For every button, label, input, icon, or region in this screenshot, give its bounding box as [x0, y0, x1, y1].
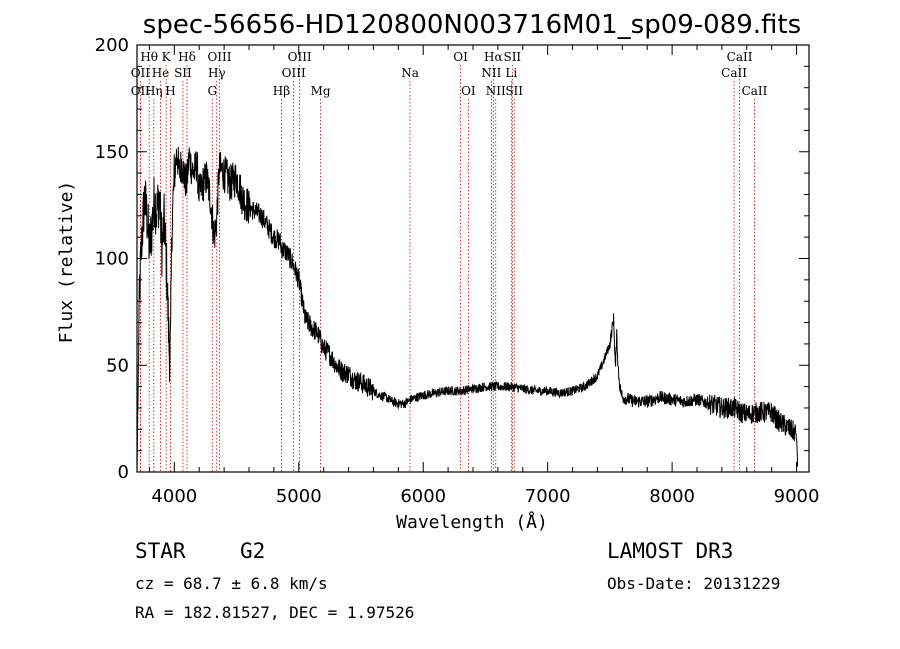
chart-title: spec-56656-HD120800N003716M01_sp09-089.f…: [143, 10, 801, 40]
spectral-line-label: Hη: [145, 84, 163, 98]
object-class: STAR: [135, 539, 186, 563]
x-tick-label: 5000: [276, 486, 322, 507]
spectral-line-label: He: [152, 66, 170, 80]
spectral-line-label: OII: [131, 84, 151, 98]
spectral-line-label: Hβ: [273, 84, 290, 98]
spectral-line-label: Hγ: [208, 66, 226, 80]
spectral-line-label: NII: [486, 84, 506, 98]
spectrum-series-flux: [136, 146, 799, 473]
object-subclass: G2: [240, 539, 266, 563]
ra-dec-coordinates: RA = 182.81527, DEC = 1.97526: [135, 603, 415, 622]
spectral-line-label: Mg: [311, 84, 331, 98]
spectral-line-label: K: [162, 50, 172, 64]
spectral-line-label: CaII: [721, 66, 747, 80]
observation-date: Obs-Date: 20131229: [607, 574, 781, 593]
redshift-cz: cz = 68.7 ± 6.8 km/s: [135, 574, 328, 593]
y-axis-label: Flux (relative): [56, 181, 77, 344]
spectral-line-label: CaII: [727, 50, 753, 64]
spectral-line-label: OIII: [207, 50, 231, 64]
spectral-line-label: H: [165, 84, 175, 98]
spectral-line-label: Hδ: [178, 50, 196, 64]
spectral-line-label: OIII: [282, 66, 306, 80]
x-axis-label: Wavelength (Å): [396, 511, 548, 533]
spectral-line-label: OI: [453, 50, 468, 64]
y-tick-label: 100: [95, 249, 129, 270]
spectral-line-label: NII: [481, 66, 501, 80]
survey-name: LAMOST DR3: [607, 539, 734, 563]
spectral-line-label: OI: [461, 84, 476, 98]
y-tick-label: 150: [95, 142, 129, 163]
axis-ticks: 4000 5000 6000 7000 8000 9000 0 50 100 150 200: [95, 35, 820, 507]
spectral-line-label: G: [207, 84, 217, 98]
spectral-line-label: Hα: [484, 50, 503, 64]
spectral-line-label: SII: [503, 50, 521, 64]
spectral-line-label: Hθ: [140, 50, 158, 64]
y-tick-label: 50: [106, 355, 129, 376]
spectral-line-label: SII: [505, 84, 523, 98]
spectral-line-label: CaII: [742, 84, 768, 98]
spectral-line-label: SII: [174, 66, 192, 80]
spectral-line-label: Li: [505, 66, 517, 80]
x-tick-label: 9000: [774, 486, 820, 507]
spectral-line-label: Na: [401, 66, 419, 80]
x-tick-label: 4000: [151, 486, 197, 507]
x-tick-label: 7000: [525, 486, 571, 507]
y-tick-label: 200: [95, 35, 129, 56]
y-tick-label: 0: [118, 462, 129, 483]
spectral-line-label: OIII: [288, 50, 312, 64]
spectral-line-label: OII: [131, 66, 151, 80]
x-tick-label: 8000: [649, 486, 695, 507]
x-tick-label: 6000: [400, 486, 446, 507]
